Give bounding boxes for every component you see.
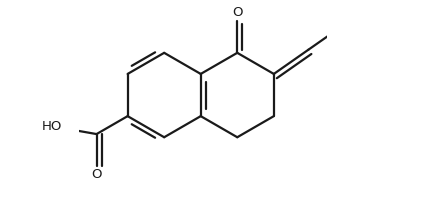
- Text: CH₃: CH₃: [439, 74, 440, 87]
- Text: O: O: [232, 6, 242, 19]
- Text: HO: HO: [42, 120, 62, 133]
- Text: O: O: [92, 168, 102, 181]
